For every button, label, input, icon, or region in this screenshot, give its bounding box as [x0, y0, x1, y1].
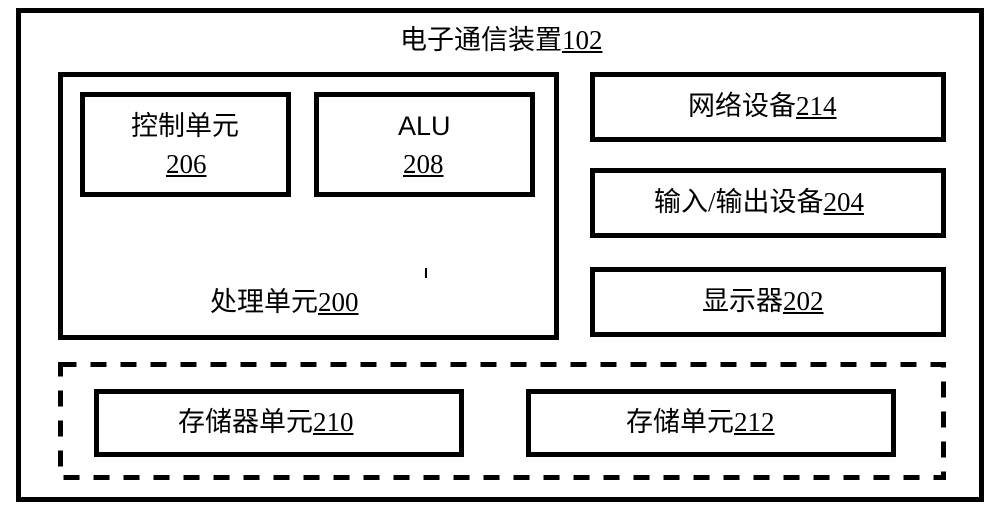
display-text: 显示器: [702, 286, 783, 316]
storage-unit-label: 存储单元212: [626, 408, 775, 438]
control-unit-ref: 206: [166, 150, 207, 180]
storage-unit-ref: 212: [734, 407, 775, 437]
network-device-text: 网络设备: [688, 91, 796, 121]
io-device-text: 输入/输出设备: [654, 187, 824, 217]
display-ref: 202: [783, 286, 824, 316]
network-device-label: 网络设备214: [688, 92, 837, 122]
memory-unit-text: 存储器单元: [178, 407, 313, 437]
alu-box: [314, 92, 535, 197]
storage-unit-text: 存储单元: [626, 407, 734, 437]
processing-unit-text: 处理单元: [210, 287, 318, 317]
display-label: 显示器202: [702, 287, 824, 317]
control-unit-box: [80, 92, 291, 197]
network-device-ref: 214: [796, 91, 837, 121]
mid-tick: [425, 268, 427, 278]
memory-unit-ref: 210: [313, 407, 354, 437]
processing-unit-ref: 200: [318, 287, 359, 317]
diagram-title-ref: 102: [562, 25, 603, 55]
diagram-title: 电子通信装置102: [400, 26, 603, 56]
alu-ref: 208: [403, 150, 444, 180]
io-device-ref: 204: [824, 187, 865, 217]
memory-unit-label: 存储器单元210: [178, 408, 354, 438]
alu-text: ALU: [398, 112, 451, 142]
processing-unit-label: 处理单元200: [210, 288, 359, 318]
io-device-label: 输入/输出设备204: [654, 188, 864, 218]
diagram-title-text: 电子通信装置: [400, 25, 562, 55]
control-unit-text: 控制单元: [131, 112, 239, 142]
